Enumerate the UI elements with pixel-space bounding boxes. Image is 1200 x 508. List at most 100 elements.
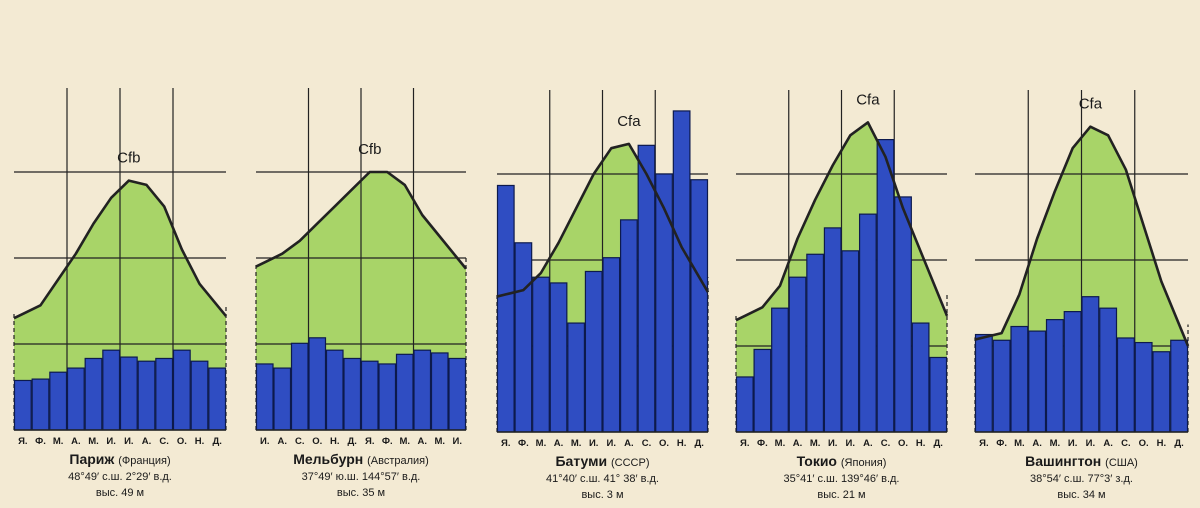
- climate-panel: Cfb И. А. С. О. Н. Д. Я. Ф. М. А. М. И. Мельбурн (Авс…: [255, 88, 468, 499]
- month-tick-label: Ф.: [518, 438, 529, 449]
- month-tick-label: Н.: [195, 436, 205, 447]
- month-tick-label: С.: [159, 436, 169, 447]
- precipitation-bar: [735, 376, 754, 433]
- month-tick-label: А.: [1103, 438, 1113, 449]
- month-tick-label: Ф.: [757, 438, 768, 449]
- precipitation-bar: [858, 213, 877, 433]
- month-tick-label: Я.: [740, 438, 749, 449]
- station-coordinates: 35°41′ с.ш. 139°46′ в.д.: [784, 473, 900, 485]
- temperature-line: [974, 125, 1190, 347]
- month-tick-label: О.: [312, 436, 322, 447]
- precipitation-bar: [255, 363, 274, 431]
- month-tick-label: Я.: [501, 438, 510, 449]
- climate-panel: Cfa Я. Ф. М. А. М. И. И. А. С. О. Н. Д. Токио (Япония…: [735, 90, 949, 501]
- month-tick-label: М.: [399, 436, 410, 447]
- month-tick-label: С.: [1121, 438, 1131, 449]
- month-tick-label: М.: [88, 436, 99, 447]
- precipitation-bar: [290, 342, 309, 431]
- month-tick-label: И.: [589, 438, 598, 449]
- station-name: Батуми (СССР): [555, 453, 649, 469]
- month-tick-label: О.: [177, 436, 187, 447]
- climate-class-title: Cfa: [856, 91, 880, 108]
- precipitation-bar: [1010, 325, 1029, 433]
- precipitation-bar: [448, 357, 467, 431]
- month-tick-label: М.: [810, 438, 821, 449]
- month-tick-label: С.: [881, 438, 891, 449]
- station-name: Париж (Франция): [69, 451, 170, 467]
- month-tick-label: С.: [642, 438, 652, 449]
- station-elevation: выс. 34 м: [1057, 489, 1105, 501]
- precipitation-bar: [378, 363, 397, 431]
- station-country: (Франция): [118, 455, 170, 467]
- station-country: (Австралия): [367, 455, 429, 467]
- precipitation-bar: [1028, 330, 1047, 433]
- station-coordinates: 41°40′ с.ш. 41° 38′ в.д.: [546, 473, 659, 485]
- precipitation-bar: [190, 360, 209, 431]
- month-tick-label: Д.: [694, 438, 703, 449]
- precipitation-bar: [672, 110, 691, 433]
- precipitation-bar: [395, 353, 414, 431]
- month-tick-label: И.: [828, 438, 837, 449]
- precipitation-bar: [413, 349, 432, 431]
- precipitation-bar: [929, 356, 948, 433]
- month-tick-label: Д.: [212, 436, 221, 447]
- station-name: Токио (Япония): [797, 453, 887, 469]
- precipitation-bar: [84, 357, 103, 431]
- precipitation-bar: [1081, 296, 1100, 433]
- precipitation-bar: [325, 349, 344, 431]
- month-tick-label: Я.: [365, 436, 374, 447]
- precipitation-bar: [273, 367, 292, 431]
- station-coordinates: 48°49′ с.ш. 2°29′ в.д.: [68, 471, 172, 483]
- precipitation-bar: [567, 322, 586, 433]
- precipitation-bar: [208, 367, 227, 431]
- month-tick-label: С.: [295, 436, 305, 447]
- temperature-line: [255, 170, 468, 270]
- month-tick-label: О.: [1139, 438, 1149, 449]
- precipitation-bar: [430, 352, 449, 431]
- precipitation-bar: [655, 173, 673, 433]
- station-coordinates: 38°54′ с.ш. 77°3′ з.д.: [1030, 473, 1133, 485]
- precipitation-bar: [911, 322, 930, 433]
- precipitation-bar: [823, 227, 842, 433]
- month-tick-label: М.: [571, 438, 582, 449]
- precipitation-bar: [602, 257, 621, 433]
- station-elevation: выс. 35 м: [337, 487, 385, 499]
- month-tick-label: Н.: [916, 438, 926, 449]
- month-tick-label: Д.: [933, 438, 942, 449]
- precipitation-bar: [992, 339, 1011, 433]
- precipitation-bar: [549, 282, 568, 433]
- precipitation-bar: [31, 378, 50, 431]
- precipitation-bar: [974, 333, 993, 433]
- station-country: (СССР): [611, 457, 650, 469]
- precipitation-bar: [360, 360, 379, 431]
- month-tick-label: Ф.: [996, 438, 1007, 449]
- month-tick-label: О.: [659, 438, 669, 449]
- month-tick-label: А.: [554, 438, 564, 449]
- climate-class-title: Cfb: [358, 141, 381, 158]
- month-tick-label: А.: [142, 436, 152, 447]
- month-tick-label: И.: [453, 436, 462, 447]
- precipitation-bar: [119, 356, 138, 431]
- month-tick-label: М.: [536, 438, 547, 449]
- month-tick-label: И.: [846, 438, 855, 449]
- month-tick-label: Д.: [1174, 438, 1183, 449]
- month-tick-label: Ф.: [35, 436, 46, 447]
- station-elevation: выс. 21 м: [817, 489, 865, 501]
- month-tick-label: А.: [418, 436, 428, 447]
- precipitation-bar: [496, 184, 515, 433]
- month-tick-label: И.: [1086, 438, 1095, 449]
- month-tick-label: А.: [278, 436, 288, 447]
- station-elevation: выс. 49 м: [96, 487, 144, 499]
- month-tick-label: И.: [260, 436, 269, 447]
- month-tick-label: М.: [1050, 438, 1061, 449]
- precipitation-bar: [532, 276, 550, 433]
- month-tick-label: Ф.: [382, 436, 393, 447]
- month-tick-label: М.: [53, 436, 64, 447]
- climate-class-title: Cfa: [617, 113, 641, 130]
- precipitation-bar: [1152, 351, 1171, 433]
- month-tick-label: Н.: [330, 436, 340, 447]
- station-country: (Япония): [841, 457, 887, 469]
- precipitation-bar: [49, 371, 68, 431]
- month-tick-label: Д.: [348, 436, 357, 447]
- station-coordinates: 37°49′ ю.ш. 144°57′ в.д.: [302, 471, 421, 483]
